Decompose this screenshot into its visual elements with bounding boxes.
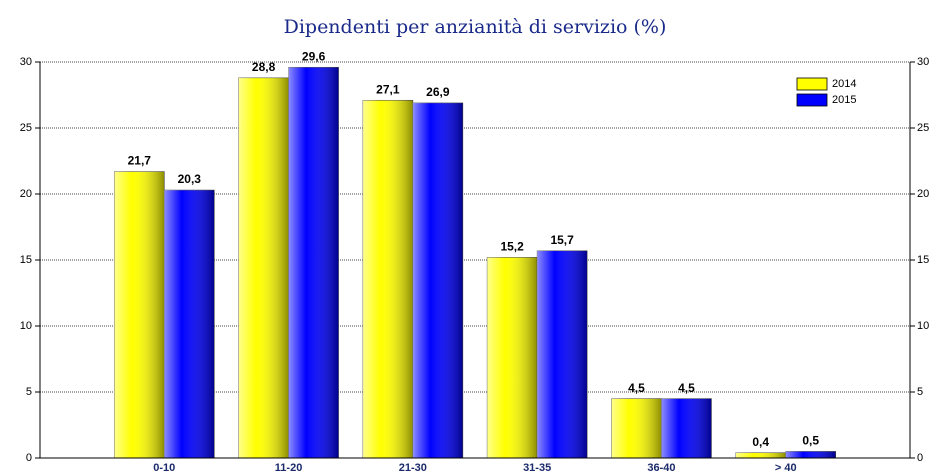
y-tick-label: 10 <box>20 320 32 332</box>
bar <box>661 398 712 459</box>
bar <box>362 99 414 459</box>
bar <box>163 189 215 459</box>
legend-swatch <box>796 77 828 91</box>
bar <box>536 250 588 459</box>
legend-label: 2014 <box>832 78 856 90</box>
x-tick-label: > 40 <box>775 462 797 474</box>
bar <box>113 171 165 459</box>
bar <box>412 102 464 459</box>
bar <box>611 398 662 459</box>
x-tick-label: 36-40 <box>647 462 675 474</box>
legend-label: 2015 <box>832 94 856 106</box>
value-label: 26,9 <box>426 85 450 99</box>
y-tick-label: 25 <box>20 122 32 134</box>
y2-tick-label: 5 <box>917 386 923 398</box>
value-label: 15,7 <box>550 233 574 247</box>
value-label: 29,6 <box>302 49 326 63</box>
bar <box>735 452 787 459</box>
y2-tick-label: 20 <box>917 188 929 200</box>
bar <box>288 66 339 459</box>
x-tick-label: 0-10 <box>153 462 175 474</box>
y-tick-label: 30 <box>20 56 32 68</box>
value-label: 4,5 <box>628 381 645 395</box>
legend-swatch <box>796 93 828 107</box>
y-tick-label: 20 <box>20 188 32 200</box>
value-label: 20,3 <box>178 172 202 186</box>
value-label: 15,2 <box>500 240 524 254</box>
value-label: 0,4 <box>752 435 769 449</box>
y2-tick-label: 25 <box>917 122 929 134</box>
value-label: 4,5 <box>678 381 695 395</box>
y-tick-label: 5 <box>26 386 32 398</box>
bar <box>238 77 289 459</box>
y2-tick-label: 10 <box>917 320 929 332</box>
chart-title: Dipendenti per anzianità di servizio (%) <box>284 16 667 38</box>
x-tick-label: 21-30 <box>399 462 427 474</box>
value-label: 0,5 <box>802 434 819 448</box>
y-tick-label: 0 <box>26 452 32 464</box>
value-label: 21,7 <box>128 154 152 168</box>
y2-tick-label: 15 <box>917 254 929 266</box>
y2-tick-label: 0 <box>917 452 923 464</box>
x-tick-label: 31-35 <box>523 462 551 474</box>
value-label: 27,1 <box>376 82 400 96</box>
bar <box>486 257 538 459</box>
x-tick-label: 11-20 <box>275 462 303 474</box>
y-tick-label: 15 <box>20 254 32 266</box>
y2-tick-label: 30 <box>917 56 929 68</box>
bar <box>785 451 837 459</box>
value-label: 28,8 <box>252 60 276 74</box>
